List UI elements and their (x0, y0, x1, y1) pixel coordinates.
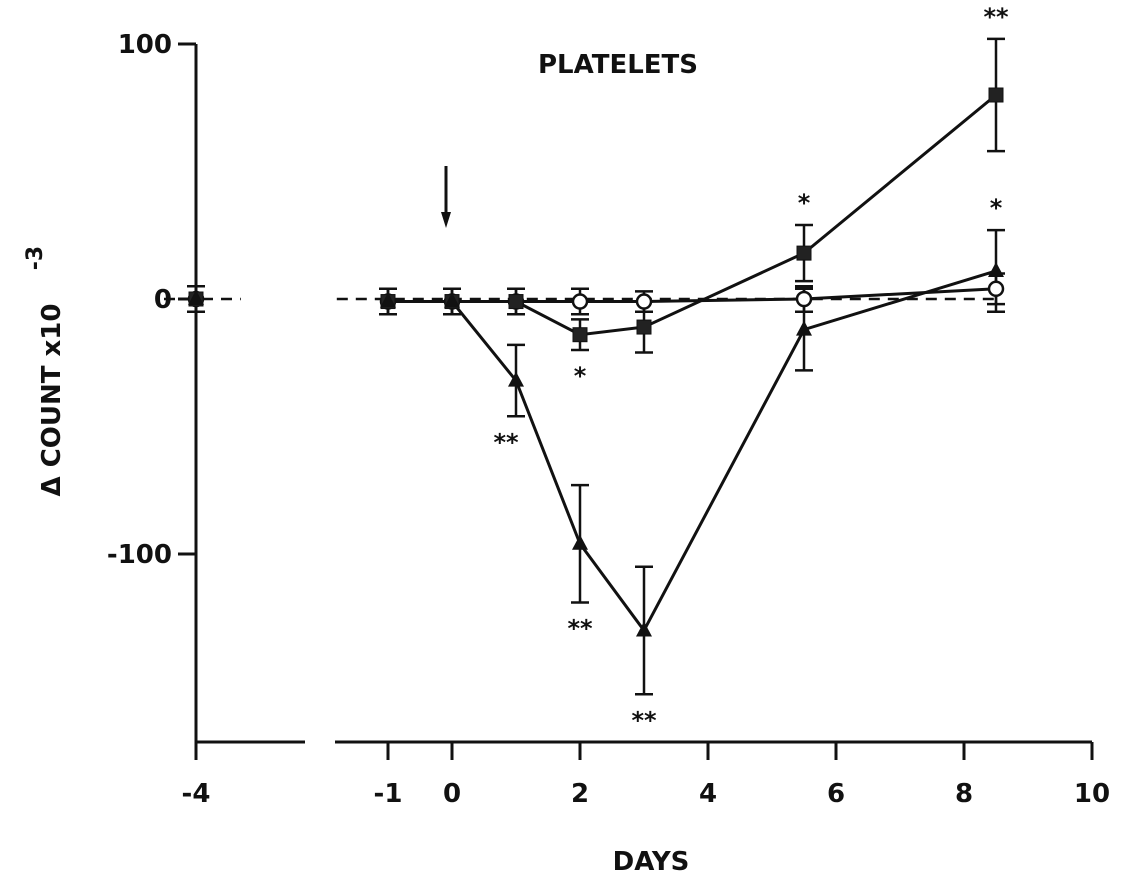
x-tick-label: 4 (699, 779, 717, 809)
square-marker (988, 87, 1004, 103)
x-tick-label: 8 (955, 779, 973, 809)
x-tick-label: 6 (827, 779, 845, 809)
circle-marker (795, 290, 813, 308)
y-tick-label: -100 (107, 540, 172, 570)
triangle-marker (188, 290, 204, 305)
error-bars (187, 37, 1005, 696)
x-axis-label: DAYS (613, 847, 690, 877)
triangle-marker (380, 292, 396, 308)
triangle-marker (508, 371, 524, 387)
x-tick-label: 2 (571, 779, 589, 809)
square-marker (508, 294, 524, 310)
triangle-marker (572, 534, 588, 550)
x-tick-label: 10 (1074, 779, 1110, 809)
treatment-arrow (441, 166, 451, 228)
triangle-marker (988, 261, 1004, 277)
significance-label: ** (631, 706, 657, 734)
y-axis-label: Δ COUNT x10 (37, 304, 67, 497)
square-marker (636, 319, 652, 335)
significance-label: ** (983, 3, 1009, 31)
significance-label: ** (493, 428, 519, 456)
axes (194, 44, 1092, 744)
tick-marks: 100 0 -100 -4 -1 0 2 4 6 8 10 (107, 30, 1110, 809)
circle-marker (571, 293, 589, 310)
triangle-marker (636, 621, 652, 637)
y-axis-label-exponent: -3 (23, 246, 48, 270)
x-tick-label: 0 (443, 779, 461, 809)
chart-title: PLATELETS (538, 50, 698, 80)
y-tick-label: 0 (154, 285, 172, 315)
x-tick-label: -4 (182, 779, 211, 809)
data-markers (187, 87, 1005, 637)
series-lines (388, 93, 997, 634)
significance-label: ** (567, 614, 593, 642)
significance-label: * (574, 362, 587, 390)
triangle-marker (444, 292, 460, 308)
square-marker (796, 245, 812, 261)
treatment-arrow-head (441, 212, 451, 228)
triangle-marker (796, 320, 812, 336)
y-tick-label: 100 (118, 30, 172, 60)
significance-label: * (990, 194, 1003, 222)
significance-labels: *********** (493, 3, 1009, 734)
series-line (388, 269, 997, 634)
circle-marker (987, 280, 1005, 298)
significance-label: * (798, 189, 811, 217)
circle-marker (635, 293, 653, 310)
square-marker (572, 327, 588, 343)
x-tick-label: -1 (374, 779, 403, 809)
